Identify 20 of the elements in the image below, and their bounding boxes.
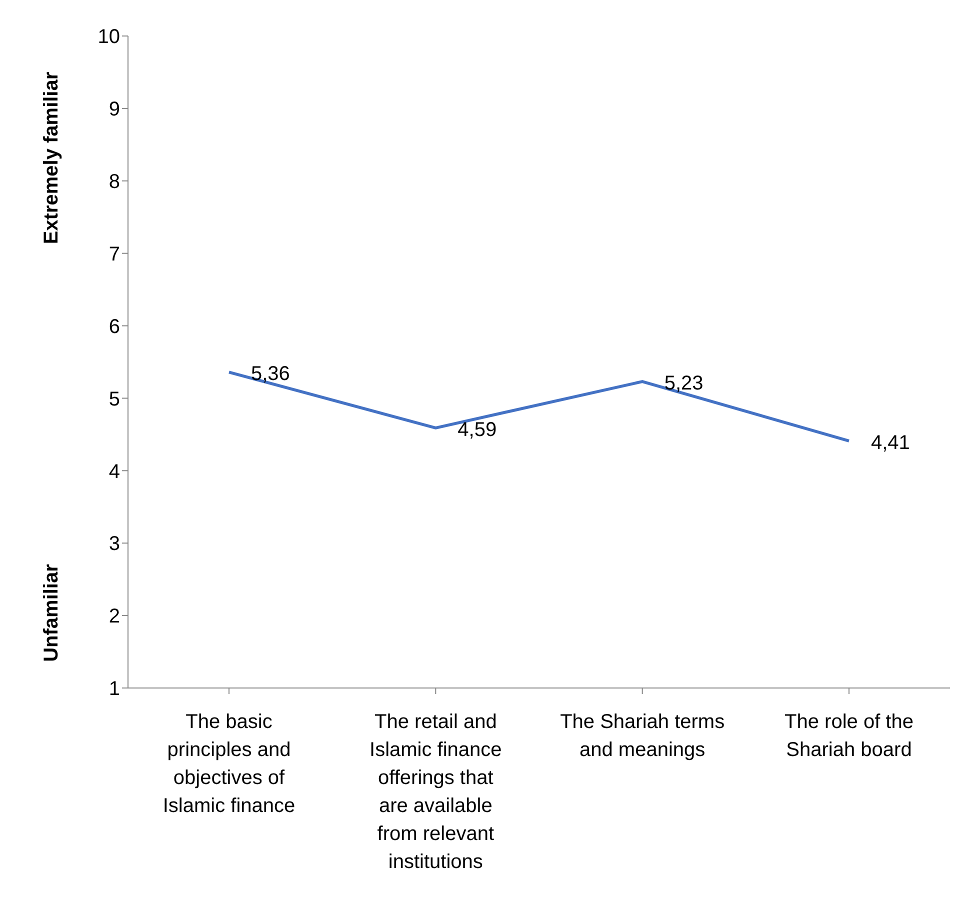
y-tick-label: 7 xyxy=(108,243,120,266)
data-label: 4,41 xyxy=(871,432,910,454)
y-tick-label: 4 xyxy=(108,460,120,483)
data-label: 4,59 xyxy=(458,418,497,441)
y-tick-label: 1 xyxy=(108,678,120,700)
y-axis-title: Extremely familiar xyxy=(40,72,64,244)
text: Unfamiliar xyxy=(40,564,64,662)
y-tick-label: 6 xyxy=(108,316,120,338)
x-tick-label: The basic principles and objectives of Islamic finance xyxy=(162,711,296,817)
data-label: 5,36 xyxy=(251,363,290,386)
y-tick-label: 10 xyxy=(98,26,120,48)
data-label: 5,23 xyxy=(664,372,704,395)
y-tick-label: 2 xyxy=(108,606,120,628)
y-tick-label: 3 xyxy=(108,533,120,556)
x-tick-label: The role of the Shariah board xyxy=(784,711,914,761)
y-tick-label: 5 xyxy=(108,388,120,410)
x-tick-label: The retail and Islamic finance offerings that are available from relevant institutions xyxy=(370,711,502,873)
y-tick-label: 9 xyxy=(108,98,120,121)
x-tick-label: The Shariah terms and meanings xyxy=(560,711,725,761)
y-tick-label: 8 xyxy=(108,170,120,193)
